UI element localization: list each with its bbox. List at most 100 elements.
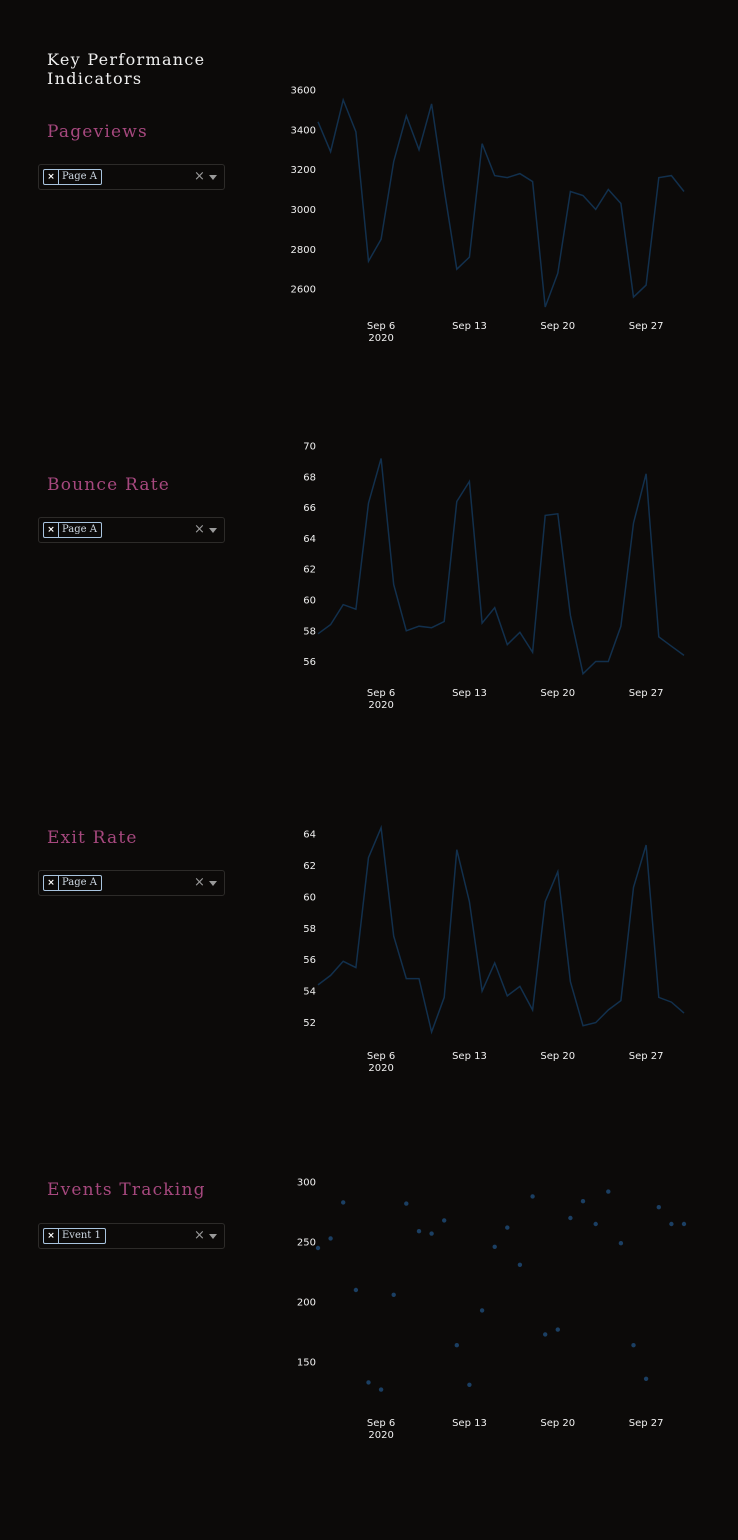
scatter-point[interactable]: [618, 1241, 624, 1246]
scatter-point[interactable]: [328, 1236, 333, 1241]
close-icon[interactable]: ×: [44, 1229, 59, 1243]
scatter-point[interactable]: [656, 1205, 661, 1210]
scatter-point[interactable]: [517, 1262, 523, 1267]
scatter-point[interactable]: [416, 1229, 422, 1234]
scatter-point[interactable]: [467, 1382, 472, 1387]
scatter-point[interactable]: [315, 1245, 321, 1251]
series-line[interactable]: [317, 458, 685, 676]
x-tick-label: Sep 6: [367, 321, 395, 332]
scatter-point[interactable]: [454, 1343, 459, 1348]
scatter-point[interactable]: [492, 1244, 497, 1249]
x-tick-sublabel: 2020: [368, 1063, 393, 1074]
x-tick-label: Sep 27: [629, 688, 664, 699]
y-tick-label: 56: [303, 955, 316, 966]
section-title: Events Tracking: [47, 1180, 206, 1200]
y-tick-label: 62: [303, 861, 316, 872]
scatter-point[interactable]: [568, 1215, 573, 1221]
section-title: Pageviews: [47, 122, 148, 142]
page-select-dropdown[interactable]: × Event 1 ×: [38, 1223, 225, 1249]
chevron-down-icon[interactable]: [209, 1234, 217, 1239]
selected-value: Page A: [62, 877, 97, 888]
clear-icon[interactable]: ×: [194, 169, 205, 184]
y-tick-label: 70: [303, 442, 316, 453]
scatter-point[interactable]: [479, 1308, 485, 1313]
scatter-point[interactable]: [391, 1292, 396, 1297]
y-tick-label: 2600: [291, 285, 316, 296]
scatter-point[interactable]: [353, 1287, 359, 1293]
y-tick-label: 60: [303, 596, 316, 607]
y-tick-label: 3400: [291, 125, 316, 136]
page-select-dropdown[interactable]: × Page A ×: [38, 164, 225, 190]
y-tick-label: 52: [303, 1018, 316, 1029]
x-tick-label: Sep 6: [367, 1418, 395, 1429]
y-tick-label: 56: [303, 657, 316, 668]
x-tick-label: Sep 13: [452, 688, 487, 699]
scatter-point[interactable]: [404, 1201, 409, 1206]
scatter-point[interactable]: [530, 1194, 535, 1199]
selected-chip: × Event 1: [43, 1228, 106, 1244]
scatter-point[interactable]: [378, 1387, 384, 1392]
x-tick-label: Sep 20: [540, 321, 575, 332]
y-tick-label: 66: [303, 503, 316, 514]
x-tick-label: Sep 6: [367, 688, 395, 699]
scatter-point[interactable]: [580, 1199, 586, 1204]
y-tick-label: 64: [303, 534, 316, 545]
scatter-point[interactable]: [366, 1380, 371, 1385]
y-tick-label: 62: [303, 565, 316, 576]
x-tick-label: Sep 13: [452, 321, 487, 332]
scatter-point[interactable]: [442, 1218, 447, 1223]
scatter-point[interactable]: [593, 1221, 598, 1227]
series-line[interactable]: [317, 824, 685, 1035]
scatter-point[interactable]: [555, 1327, 560, 1332]
series-line[interactable]: [317, 97, 685, 308]
x-tick-sublabel: 2020: [368, 1430, 393, 1441]
scatter-point[interactable]: [429, 1231, 434, 1236]
scatter-point[interactable]: [606, 1189, 611, 1194]
clear-icon[interactable]: ×: [194, 875, 205, 890]
y-tick-label: 200: [297, 1298, 316, 1309]
x-tick-label: Sep 20: [540, 688, 575, 699]
scatter-point[interactable]: [669, 1221, 674, 1227]
y-tick-label: 58: [303, 626, 316, 637]
y-tick-label: 58: [303, 924, 316, 935]
selected-chip: × Page A: [43, 522, 102, 538]
chevron-down-icon[interactable]: [209, 528, 217, 533]
x-tick-label: Sep 13: [452, 1418, 487, 1429]
clear-icon[interactable]: ×: [194, 522, 205, 537]
clear-icon[interactable]: ×: [194, 1228, 205, 1243]
y-tick-label: 300: [297, 1178, 316, 1189]
selected-chip: × Page A: [43, 169, 102, 185]
x-tick-label: Sep 27: [629, 321, 664, 332]
close-icon[interactable]: ×: [44, 876, 59, 890]
chevron-down-icon[interactable]: [209, 881, 217, 886]
scatter-point[interactable]: [543, 1332, 548, 1337]
y-tick-label: 150: [297, 1358, 316, 1369]
y-tick-label: 54: [303, 987, 316, 998]
scatter-point[interactable]: [631, 1343, 636, 1348]
scatter-point[interactable]: [341, 1200, 346, 1205]
x-tick-label: Sep 6: [367, 1051, 395, 1062]
y-tick-label: 60: [303, 892, 316, 903]
scatter-point[interactable]: [505, 1225, 510, 1230]
selected-value: Page A: [62, 524, 97, 535]
y-tick-label: 64: [303, 830, 316, 841]
x-tick-sublabel: 2020: [368, 333, 393, 344]
page-select-dropdown[interactable]: × Page A ×: [38, 870, 225, 896]
x-tick-label: Sep 13: [452, 1051, 487, 1062]
scatter-point[interactable]: [643, 1376, 649, 1381]
y-tick-label: 2800: [291, 245, 316, 256]
section-title: Exit Rate: [47, 828, 138, 848]
close-icon[interactable]: ×: [44, 523, 59, 537]
close-icon[interactable]: ×: [44, 170, 59, 184]
x-tick-label: Sep 27: [629, 1418, 664, 1429]
page-select-dropdown[interactable]: × Page A ×: [38, 517, 225, 543]
chevron-down-icon[interactable]: [209, 175, 217, 180]
scatter-point[interactable]: [681, 1221, 687, 1227]
x-tick-label: Sep 20: [540, 1418, 575, 1429]
y-tick-label: 68: [303, 472, 316, 483]
x-tick-label: Sep 27: [629, 1051, 664, 1062]
